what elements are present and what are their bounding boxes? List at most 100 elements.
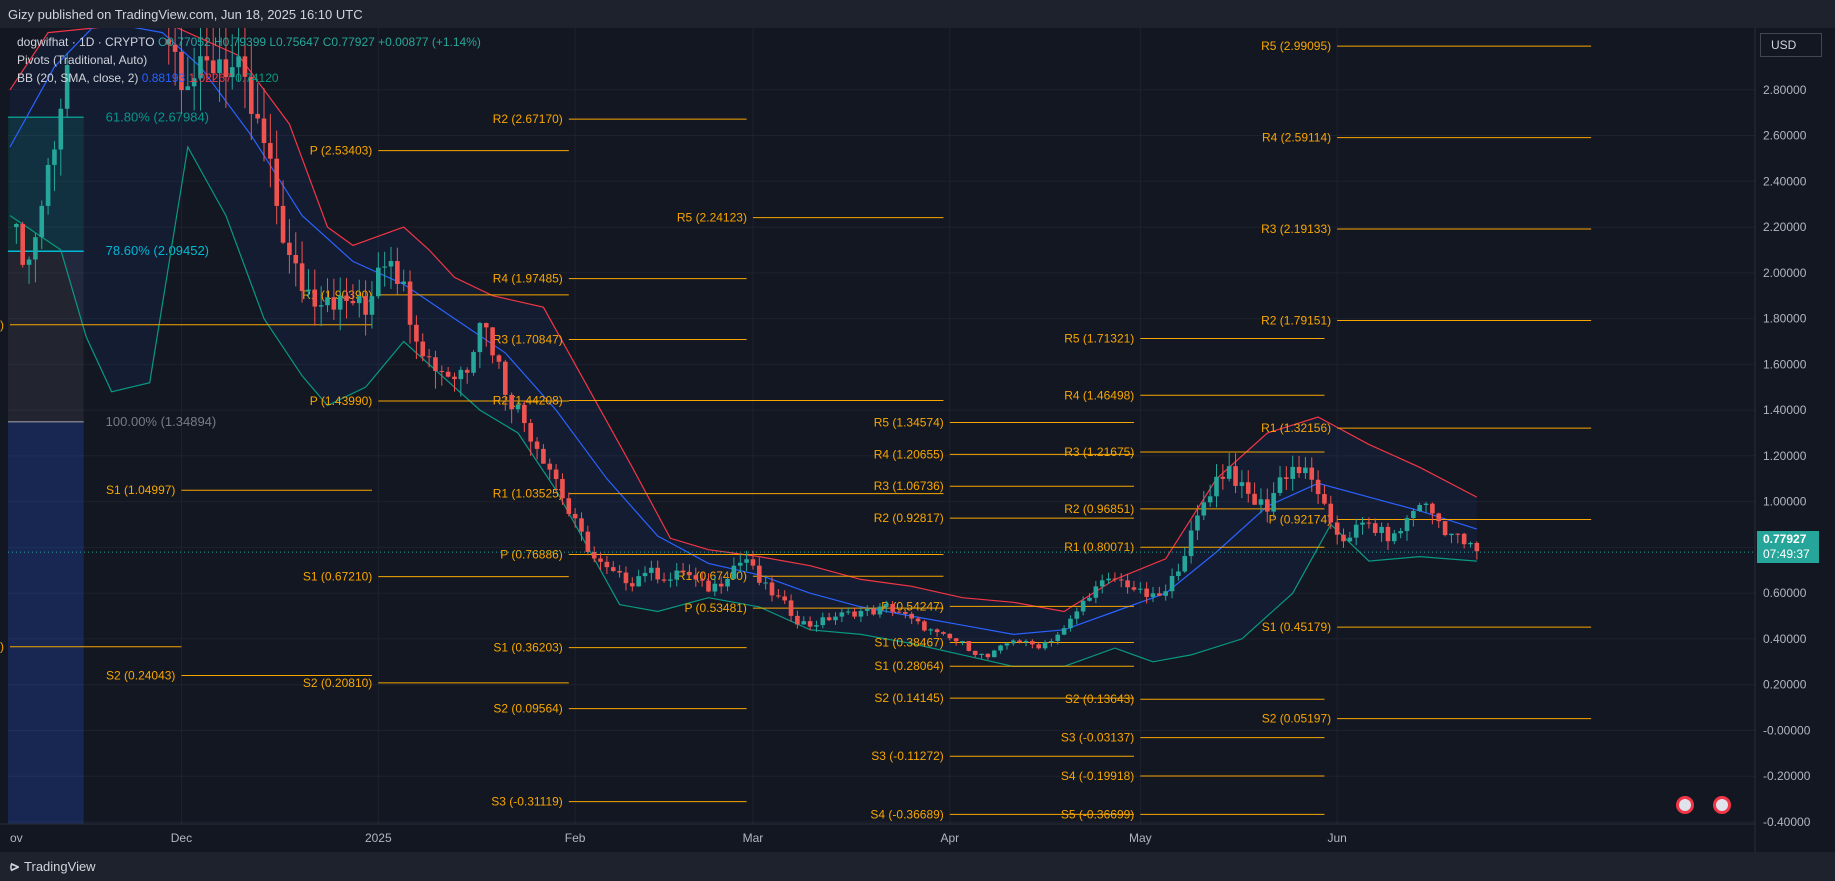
footer-bar: ⪧ TradingView bbox=[0, 852, 1835, 881]
candle-body bbox=[776, 595, 781, 597]
price-tick-label: 2.20000 bbox=[1763, 220, 1807, 234]
candle-body bbox=[630, 583, 635, 587]
candle-body bbox=[877, 606, 883, 615]
price-axis[interactable] bbox=[1755, 28, 1835, 852]
pivot-label: R1 (0.80071) bbox=[1064, 540, 1134, 554]
tradingview-logo-icon[interactable]: ⪧ bbox=[10, 857, 19, 875]
candle-body bbox=[693, 575, 699, 580]
candle-body bbox=[1074, 611, 1080, 619]
price-chart[interactable]: 61.80% (2.67984) 78.60% (2.09452) 100.00% … bbox=[0, 28, 1835, 852]
pivot-label: R2 (0.92817) bbox=[874, 511, 944, 525]
candle-body bbox=[1417, 505, 1422, 511]
pivot-label: S1 (0.36203) bbox=[493, 641, 562, 655]
pivot-label: S2 (0.05197) bbox=[1262, 712, 1331, 726]
candle-body bbox=[814, 625, 819, 627]
candle-body bbox=[1360, 522, 1365, 525]
fib-label: 100.00% (1.34894) bbox=[106, 414, 217, 429]
pivot-label: R2 (2.67170) bbox=[493, 112, 563, 126]
candle-body bbox=[725, 578, 730, 587]
pivot-label: S5 (-0.36699) bbox=[1061, 807, 1134, 821]
candle-body bbox=[826, 617, 832, 621]
candle-body bbox=[58, 108, 64, 150]
pivot-label: S4 (-0.36689) bbox=[870, 807, 943, 821]
currency-button[interactable]: USD bbox=[1760, 33, 1822, 57]
candle-body bbox=[1328, 503, 1334, 523]
candle-body bbox=[1372, 523, 1378, 533]
candle-body bbox=[1436, 513, 1442, 522]
candle-body bbox=[649, 567, 654, 573]
pivot-label: P (1.43990) bbox=[310, 394, 373, 408]
candle-body bbox=[572, 513, 578, 519]
pivot-label: S1 (0.67210) bbox=[303, 570, 372, 584]
candle-body bbox=[1392, 533, 1397, 542]
candle-body bbox=[490, 327, 495, 356]
candle-body bbox=[249, 76, 254, 114]
candle-body bbox=[166, 39, 172, 45]
pivot-label: P (0.53481) bbox=[684, 601, 747, 615]
candle-body bbox=[769, 582, 775, 596]
price-tick-label: 2.40000 bbox=[1763, 174, 1807, 188]
candle-body bbox=[1118, 579, 1124, 581]
pivot-label: P (0.76886) bbox=[500, 548, 563, 562]
candle-body bbox=[191, 78, 197, 87]
price-tick-label: 0.60000 bbox=[1763, 586, 1807, 600]
time-tick-label: Apr bbox=[940, 831, 959, 845]
candle-body bbox=[585, 531, 591, 553]
candle-body bbox=[617, 570, 622, 573]
candle-body bbox=[1265, 499, 1270, 512]
candle-body bbox=[1353, 524, 1359, 538]
candle-body bbox=[1271, 493, 1276, 512]
candle-body bbox=[712, 583, 718, 592]
candle-body bbox=[1023, 641, 1029, 643]
candle-body bbox=[864, 608, 870, 611]
candle-body bbox=[1284, 477, 1289, 479]
candle-body bbox=[1169, 575, 1175, 592]
price-tick-label: 1.80000 bbox=[1763, 312, 1807, 326]
candle-body bbox=[1182, 556, 1188, 572]
candle-body bbox=[229, 67, 235, 78]
pivot-label: S2 (0.14145) bbox=[874, 691, 943, 705]
candle-body bbox=[356, 296, 362, 304]
candle-body bbox=[1106, 578, 1111, 581]
candle-body bbox=[217, 59, 222, 74]
candle-body bbox=[426, 356, 432, 358]
pivot-label: S1 (1.77305) bbox=[0, 318, 4, 332]
candle-body bbox=[1068, 618, 1073, 629]
price-tick-label: 1.00000 bbox=[1763, 495, 1807, 509]
candle-body bbox=[591, 552, 597, 559]
candle-body bbox=[922, 621, 927, 631]
candle-body bbox=[1004, 643, 1010, 646]
candle-body bbox=[998, 645, 1003, 651]
candle-body bbox=[1303, 467, 1308, 474]
candle-body bbox=[287, 242, 292, 255]
candle-body bbox=[1176, 571, 1181, 576]
pivot-label: R3 (1.21675) bbox=[1064, 445, 1134, 459]
candle-body bbox=[1036, 644, 1041, 649]
candle-body bbox=[1411, 510, 1416, 519]
pivot-label: R2 (1.79151) bbox=[1261, 314, 1331, 328]
pivot-label: S2 (0.24043) bbox=[106, 668, 175, 682]
candle-body bbox=[280, 205, 286, 243]
pivot-label: R5 (1.34574) bbox=[874, 416, 944, 430]
candle-body bbox=[598, 558, 603, 562]
candle-body bbox=[20, 223, 25, 265]
pivot-label: R3 (1.06736) bbox=[874, 479, 944, 493]
candle-body bbox=[604, 561, 610, 568]
candle-body bbox=[407, 281, 413, 325]
candle-body bbox=[395, 261, 400, 284]
candle-body bbox=[1239, 482, 1245, 486]
candle-body bbox=[1404, 518, 1410, 532]
candle-body bbox=[782, 596, 787, 601]
pivot-label: S2 (0.09564) bbox=[493, 702, 562, 716]
candle-body bbox=[344, 295, 349, 301]
candle-body bbox=[1366, 522, 1372, 524]
candle-body bbox=[642, 572, 648, 577]
price-tick-label: -0.20000 bbox=[1763, 769, 1811, 783]
candle-body bbox=[1474, 542, 1480, 552]
candle-body bbox=[1030, 641, 1035, 645]
footer-brand[interactable]: TradingView bbox=[24, 859, 96, 874]
candle-body bbox=[744, 559, 749, 563]
candle-body bbox=[414, 324, 419, 342]
candle-body bbox=[972, 650, 978, 655]
candle-body bbox=[699, 579, 705, 581]
